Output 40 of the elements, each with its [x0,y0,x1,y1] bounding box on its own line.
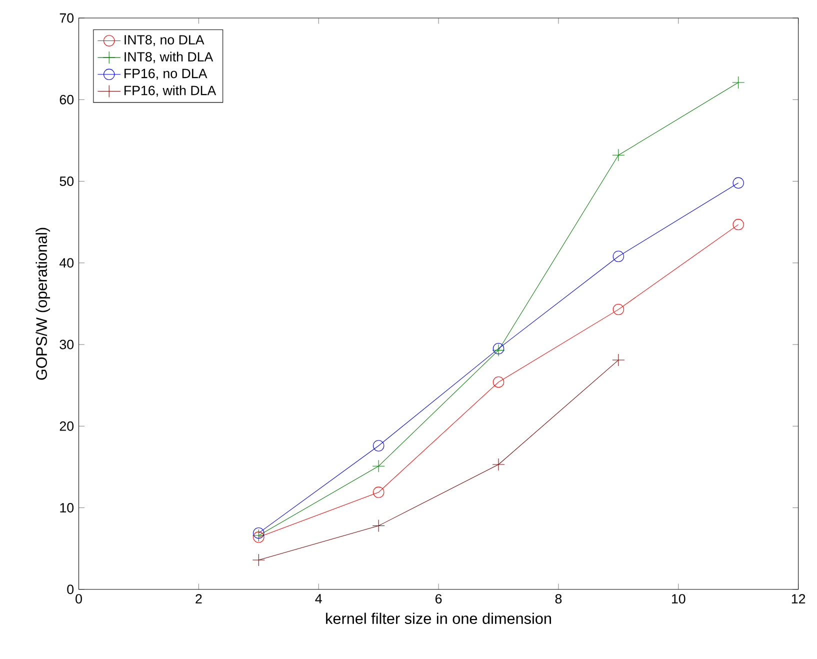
legend-label: INT8, with DLA [124,52,214,64]
point [492,344,505,357]
y-tick-label: 0 [67,584,74,594]
legend-label: FP16, no DLA [124,68,208,80]
point [253,532,264,543]
point [612,250,624,262]
point [732,177,744,189]
y-tick-label: 40 [60,258,74,268]
point [252,529,265,542]
point [492,343,504,354]
x-tick-label: 12 [792,594,806,604]
point [612,148,625,162]
y-tick-label: 20 [60,422,74,431]
y-axis-title: GOPS/W (operational) [36,228,50,380]
point [492,458,505,471]
point [253,528,264,539]
point [732,76,745,89]
point [372,486,384,498]
x-axis-title: kernel filter size in one dimension [326,612,551,624]
point [732,219,744,230]
x-tick-label: 4 [315,594,322,604]
x-tick-label: 0 [76,594,82,604]
x-tick-label: 2 [196,594,202,604]
y-tick-label: 70 [60,13,74,23]
x-tick-label: 10 [672,594,686,604]
y-tick-label: 60 [60,95,74,104]
point [372,440,384,452]
y-tick-label: 50 [60,176,74,186]
x-tick-label: 8 [555,594,562,604]
y-tick-label: 30 [60,340,74,350]
point [492,376,504,388]
point [252,554,265,566]
point [612,304,624,316]
point [372,520,385,532]
legend-label: FP16, with DLA [124,86,216,97]
x-tick-label: 6 [436,594,442,604]
legend-label: INT8, no DLA [124,35,204,46]
y-tick-label: 10 [60,503,74,513]
point [612,354,625,366]
point [372,460,385,473]
